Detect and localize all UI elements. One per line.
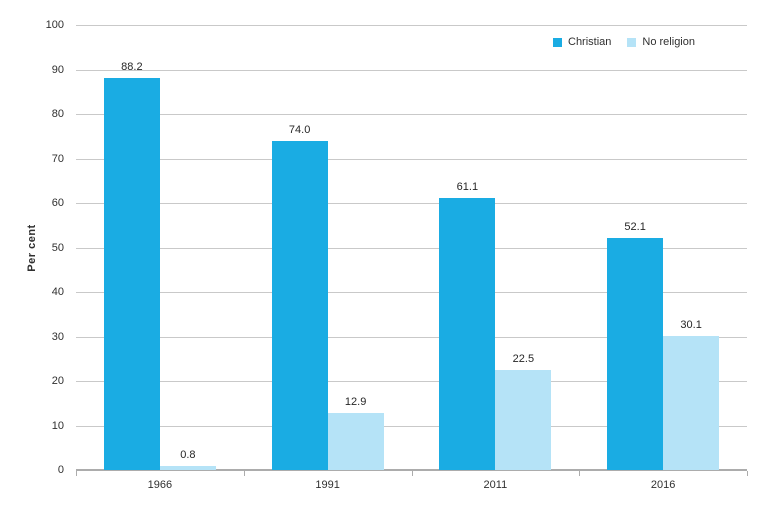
bar-no-religion-1966 (159, 466, 216, 470)
axis-tick (579, 471, 581, 476)
y-tick-label: 30 (51, 330, 64, 343)
bar-no-religion-1991 (327, 412, 384, 470)
gridline (76, 381, 747, 382)
bar-value-label: 22.5 (512, 352, 535, 365)
bar-christian-2016 (607, 238, 664, 470)
bar-christian-1991 (271, 140, 328, 470)
y-tick-label: 20 (51, 375, 64, 387)
x-tick-label: 1966 (147, 479, 173, 491)
y-tick-label: 100 (45, 19, 64, 31)
x-tick-label: 2011 (483, 479, 508, 491)
bar-christian-2011 (439, 198, 496, 470)
bar-value-label: 52.1 (624, 221, 646, 234)
bar-value-label: 88.2 (121, 60, 143, 73)
bar-no-religion-2011 (495, 369, 552, 470)
y-tick-label: 0 (57, 464, 64, 476)
legend-label-christian: Christian (568, 36, 612, 48)
gridline (76, 203, 747, 204)
y-tick-label: 50 (51, 241, 64, 254)
axis-tick (747, 471, 748, 476)
x-axis-line (76, 469, 747, 471)
x-tick-label: 1991 (315, 479, 340, 491)
gridline (76, 336, 747, 338)
bar-no-religion-2016 (663, 336, 720, 470)
bar-value-label: 0.8 (180, 449, 196, 462)
y-tick-label: 80 (51, 108, 64, 120)
axis-tick (76, 471, 77, 476)
axis-tick (243, 471, 245, 476)
legend-item-christian: Christian (553, 36, 611, 48)
y-tick-label: 90 (51, 63, 64, 76)
legend: Christian No religion (553, 36, 695, 48)
legend-swatch-no-religion (627, 37, 637, 47)
legend-swatch-christian (553, 37, 562, 47)
gridline (76, 292, 747, 293)
gridline (76, 25, 747, 26)
bar-value-label: 12.9 (344, 395, 367, 408)
axis-tick (411, 471, 413, 476)
y-tick-label: 70 (51, 152, 64, 165)
gridline (76, 158, 747, 160)
y-tick-label: 40 (51, 286, 64, 298)
y-tick-label: 60 (51, 197, 64, 209)
gridline (76, 69, 747, 71)
bar-value-label: 74.0 (288, 123, 311, 136)
bar-christian-1966 (103, 77, 160, 470)
legend-label-no-religion: No religion (642, 36, 695, 48)
gridline (76, 425, 747, 427)
legend-item-no-religion: No religion (627, 36, 695, 48)
gridline (76, 247, 747, 249)
x-tick-label: 2016 (650, 479, 676, 491)
y-tick-label: 10 (51, 419, 64, 432)
bar-value-label: 61.1 (456, 181, 479, 194)
gridline (76, 114, 747, 115)
bar-value-label: 30.1 (680, 319, 702, 332)
